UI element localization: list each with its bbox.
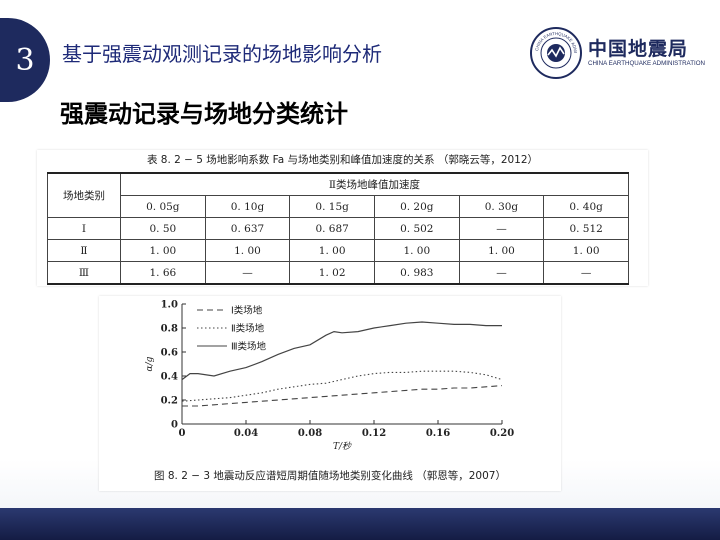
- table-column-row: 0. 05g 0. 10g 0. 15g 0. 20g 0. 30g 0. 40…: [48, 195, 629, 218]
- y-tick-label: 1.0: [161, 300, 178, 311]
- group-header: Ⅱ类场地峰值加速度: [120, 172, 629, 196]
- x-tick-label: 0.08: [298, 428, 322, 439]
- column-header: 0. 20g: [373, 195, 460, 218]
- row-label: Ⅰ: [47, 217, 121, 240]
- site-coefficient-table: 场地类别 Ⅱ类场地峰值加速度 0. 05g 0. 10g 0. 15g 0. 2…: [47, 172, 629, 285]
- x-tick-label: 0.20: [490, 428, 514, 439]
- cea-name-cn: 中国地震局: [588, 38, 689, 60]
- slide-title: 基于强震动观测记录的场地影响分析: [62, 42, 382, 66]
- table-cell: 1. 00: [543, 239, 629, 262]
- table-cell: —: [458, 261, 545, 285]
- y-tick-label: 0: [171, 420, 178, 431]
- table-cell: 0. 687: [289, 217, 375, 240]
- table-row: Ⅱ 1. 00 1. 00 1. 00 1. 00 1. 00 1. 00: [47, 239, 629, 262]
- cea-name-en: CHINA EARTHQUAKE ADMINISTRATION: [588, 60, 706, 67]
- table-cell: 1. 00: [373, 239, 460, 262]
- series-line-3: [181, 321, 502, 381]
- table-cell: 0. 50: [120, 217, 206, 240]
- table-cell: 0. 512: [543, 217, 629, 240]
- table-cell: 0. 502: [373, 217, 460, 240]
- y-tick-label: 0.4: [161, 372, 178, 383]
- series-line-2: [181, 370, 503, 402]
- x-tick-label: 0.16: [426, 428, 450, 439]
- cea-seal-icon: CHINA EARTHQUAKE ADMINISTRATION: [528, 26, 582, 79]
- x-axis-label: T/秒: [333, 441, 352, 452]
- cea-logo: CHINA EARTHQUAKE ADMINISTRATION 中国地震局 CH…: [528, 26, 714, 80]
- table-cell: —: [543, 261, 629, 285]
- table-cell: —: [458, 217, 545, 240]
- row-header: 场地类别: [47, 172, 121, 218]
- chart-caption: 图 8. 2 − 3 地震动反应谱短周期值随场地类别变化曲线 （郭恩等，2007…: [154, 470, 506, 482]
- table-cell: 1. 66: [120, 261, 206, 285]
- table-row: Ⅲ 1. 66 — 1. 02 0. 983 — —: [47, 261, 629, 285]
- column-header: 0. 10g: [204, 195, 291, 218]
- table-cell: 1. 00: [289, 239, 375, 262]
- y-axis-label: α/g: [145, 356, 155, 371]
- table-caption: 表 8. 2 − 5 场地影响系数 Fa 与场地类别和峰值加速度的关系 （郭晓云…: [146, 154, 539, 166]
- column-header: 0. 15g: [289, 195, 375, 218]
- column-header: 0. 30g: [458, 195, 545, 218]
- slide-number-badge: 3: [0, 18, 50, 102]
- legend-label-3: Ⅲ类场地: [231, 341, 267, 353]
- section-subtitle: 强震动记录与场地分类统计: [60, 100, 348, 128]
- legend-label-2: Ⅱ类场地: [231, 323, 265, 335]
- table-cell: 1. 02: [289, 261, 375, 285]
- x-tick-label: 0: [179, 428, 186, 439]
- x-tick-label: 0.04: [234, 428, 258, 439]
- y-tick-label: 0.8: [161, 324, 178, 335]
- table-cell: 0. 983: [373, 261, 460, 285]
- table-cell: 0. 637: [204, 217, 291, 240]
- table-cell: 1. 00: [458, 239, 545, 262]
- column-header: 0. 05g: [120, 195, 206, 218]
- y-tick-label: 0.6: [161, 348, 178, 359]
- table-cell: —: [204, 261, 291, 285]
- row-label: Ⅲ: [47, 261, 121, 285]
- slide-number: 3: [15, 42, 35, 78]
- site-coefficient-table-card: 表 8. 2 − 5 场地影响系数 Fa 与场地类别和峰值加速度的关系 （郭晓云…: [37, 150, 648, 286]
- legend-label-1: Ⅰ类场地: [231, 305, 263, 317]
- table-cell: 1. 00: [204, 239, 291, 262]
- series-line-1: [182, 385, 503, 407]
- table-header-row: 场地类别 Ⅱ类场地峰值加速度: [47, 172, 629, 218]
- footer-bar: [0, 508, 720, 540]
- table-cell: 1. 00: [120, 239, 206, 262]
- spectrum-chart-card: 0 0.2 0.4 0.6 0.8 1.0 0 0.04 0.08 0.12 0.16 0.20 T/秒…: [99, 296, 561, 491]
- spectrum-chart: 0 0.2 0.4 0.6 0.8 1.0 0 0.04 0.08 0.12 0.16 0.20 T/秒…: [145, 300, 514, 453]
- row-label: Ⅱ: [47, 239, 121, 262]
- y-tick-label: 0.2: [161, 396, 178, 407]
- x-tick-label: 0.12: [362, 428, 386, 439]
- column-header: 0. 40g: [543, 195, 629, 218]
- table-row: Ⅰ 0. 50 0. 637 0. 687 0. 502 — 0. 512: [47, 217, 629, 240]
